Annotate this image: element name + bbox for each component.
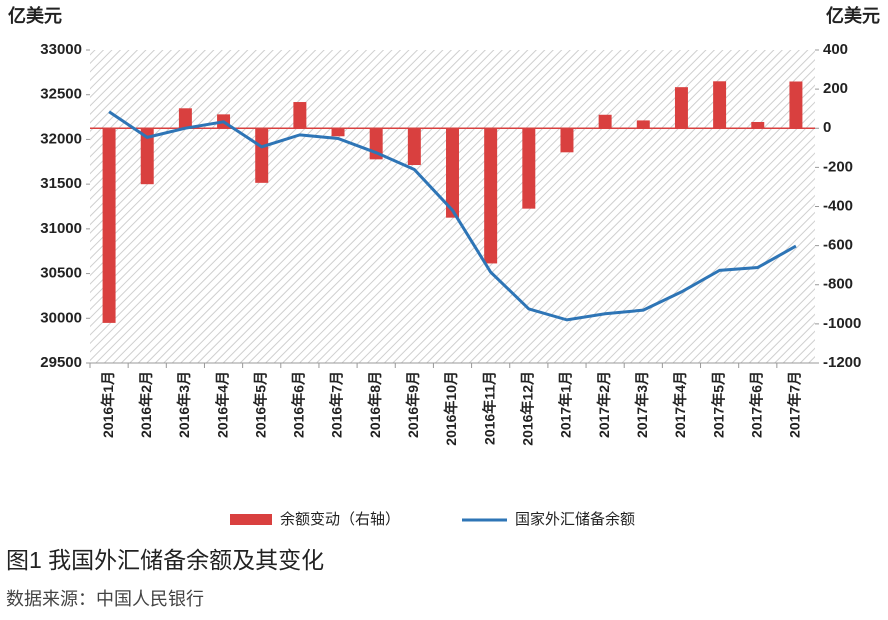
x-tick-label: 2016年12月 [520, 371, 536, 446]
x-tick-label: 2016年7月 [329, 371, 345, 438]
y-tick-label: 33000 [40, 41, 82, 58]
legend-label: 余额变动（右轴） [280, 510, 400, 528]
x-tick-label: 2016年1月 [100, 371, 116, 438]
bar [102, 128, 116, 323]
bar [446, 128, 459, 218]
bar [713, 81, 727, 129]
y2-tick-label: 400 [823, 41, 848, 58]
x-tick-label: 2017年6月 [748, 371, 764, 438]
bar [331, 128, 345, 137]
x-tick-label: 2016年6月 [291, 371, 307, 438]
x-tick-label: 2017年5月 [710, 371, 726, 438]
y-unit-right: 亿美元 [826, 5, 880, 26]
bar [140, 128, 154, 185]
x-tick-label: 2016年2月 [138, 371, 154, 438]
y2-tick-label: -600 [823, 237, 853, 254]
y-tick-label: 29500 [40, 354, 82, 371]
y2-tick-label: 200 [823, 80, 848, 97]
y2-tick-label: -1000 [823, 315, 861, 332]
source: 数据来源：中国人民银行 [6, 589, 204, 609]
bar [522, 128, 536, 209]
bar [407, 128, 421, 166]
x-tick-label: 2017年1月 [558, 371, 574, 438]
bar [255, 128, 269, 183]
y-tick-label: 31500 [40, 175, 82, 192]
bar [636, 120, 650, 129]
x-tick-label: 2016年5月 [252, 371, 268, 438]
legend-swatch [230, 514, 272, 525]
bar [484, 128, 498, 264]
bar [674, 87, 688, 129]
x-tick-label: 2017年3月 [634, 371, 650, 438]
x-tick-label: 2016年8月 [367, 371, 383, 438]
bar [560, 128, 574, 153]
y2-tick-label: -200 [823, 158, 853, 175]
x-tick-label: 2017年2月 [596, 371, 612, 438]
x-tick-label: 2016年4月 [214, 371, 230, 438]
x-tick-label: 2016年3月 [176, 371, 192, 438]
y2-tick-label: -1200 [823, 354, 861, 371]
bar [178, 108, 192, 129]
caption: 图1 我国外汇储备余额及其变化 [6, 547, 324, 573]
y-tick-label: 32500 [40, 86, 82, 103]
x-tick-label: 2016年9月 [405, 371, 421, 438]
y-tick-label: 31000 [40, 220, 82, 237]
bar [751, 121, 765, 129]
y2-tick-label: 0 [823, 119, 831, 136]
x-tick-label: 2017年4月 [672, 371, 688, 438]
bar [598, 114, 612, 129]
line [108, 110, 797, 322]
y-tick-label: 30000 [40, 309, 82, 326]
legend-label: 国家外汇储备余额 [515, 510, 635, 528]
bar [789, 81, 803, 129]
y-tick-label: 30500 [40, 265, 82, 282]
x-tick-label: 2016年11月 [481, 371, 497, 445]
x-tick-label: 2016年10月 [443, 371, 459, 446]
bar [293, 102, 307, 129]
y2-tick-label: -400 [823, 197, 853, 214]
y-unit-left: 亿美元 [8, 5, 62, 26]
x-tick-label: 2017年7月 [787, 371, 803, 438]
y2-tick-label: -800 [823, 276, 853, 293]
y-tick-label: 32000 [40, 130, 82, 147]
